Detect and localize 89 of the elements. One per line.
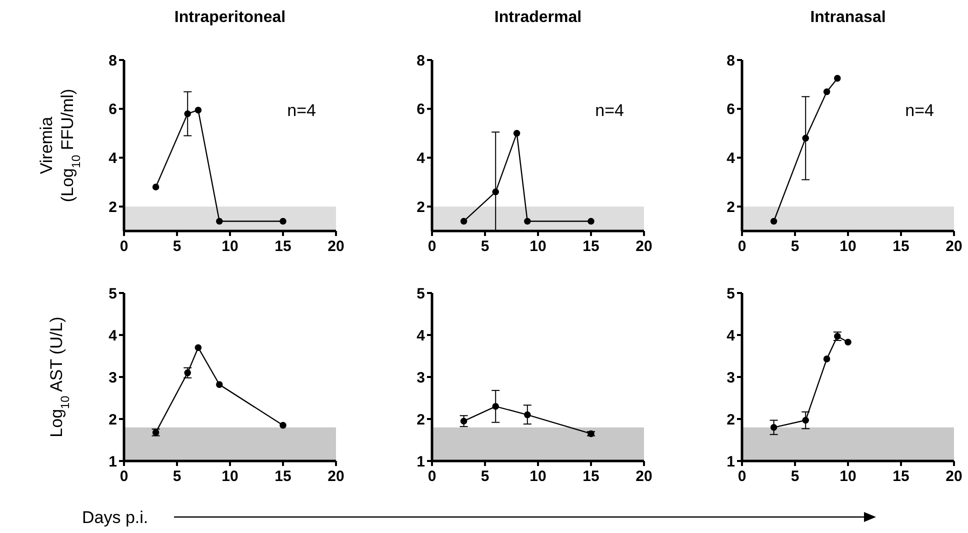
y-tick-label: 2 xyxy=(416,198,425,216)
point xyxy=(184,110,191,118)
y-tick-label: 8 xyxy=(726,52,735,70)
point xyxy=(460,218,468,225)
x-tick-label: 0 xyxy=(738,468,746,485)
point xyxy=(770,424,778,431)
annotation: n=4 xyxy=(595,101,624,120)
x-tick-label: 20 xyxy=(328,468,344,485)
y-tick-label: 6 xyxy=(108,101,117,118)
x-tick-label: 5 xyxy=(172,468,182,485)
point xyxy=(844,338,852,346)
y-tick-label: 2 xyxy=(726,198,735,216)
y-tick-label: 4 xyxy=(416,327,426,344)
y-tick-label: 4 xyxy=(108,327,118,344)
y-tick-label: 8 xyxy=(416,52,425,70)
x-tick-label: 10 xyxy=(530,238,546,255)
point xyxy=(194,344,202,351)
y-tick-label: 6 xyxy=(416,101,425,118)
point xyxy=(216,381,223,388)
y-tick-label: 5 xyxy=(108,285,117,302)
point xyxy=(770,218,778,225)
x-tick-label: 15 xyxy=(274,468,292,485)
chart-title: Intradermal xyxy=(494,9,582,26)
x-tick-label: 5 xyxy=(480,468,490,485)
x-tick-label: 10 xyxy=(222,468,238,485)
point xyxy=(492,403,499,410)
chart-title: Intranasal xyxy=(810,9,886,26)
x-tick-label: 0 xyxy=(428,238,436,255)
point xyxy=(834,74,841,82)
point xyxy=(460,418,468,424)
y-tick-label: 4 xyxy=(108,150,118,167)
y-tick-label: 2 xyxy=(416,411,425,428)
x-tick-label: 10 xyxy=(840,468,856,485)
point xyxy=(513,130,520,137)
y-tick-label: 3 xyxy=(108,369,117,386)
point xyxy=(802,416,809,424)
x-tick-label: 5 xyxy=(790,238,800,255)
y-tick-label: 5 xyxy=(726,285,735,302)
x-tick-label: 15 xyxy=(582,468,600,485)
x-tick-label: 15 xyxy=(582,238,600,255)
x-tick-label: 15 xyxy=(892,238,910,255)
x-tick-label: 10 xyxy=(840,238,856,255)
y-tick-label: 2 xyxy=(108,411,117,428)
point xyxy=(524,218,531,225)
x-tick-label: 0 xyxy=(428,468,436,485)
y-tick-label: 2 xyxy=(108,198,117,216)
y-tick-label: 3 xyxy=(416,369,425,386)
x-tick-label: 5 xyxy=(172,238,182,255)
x-axis-title: Days p.i. xyxy=(82,508,148,527)
y-tick-label: 3 xyxy=(726,369,735,386)
x-tick-label: 15 xyxy=(892,468,910,485)
point xyxy=(524,411,531,418)
x-tick-label: 20 xyxy=(636,238,652,255)
point xyxy=(216,218,223,225)
x-tick-label: 10 xyxy=(530,468,546,485)
point xyxy=(280,218,286,225)
point xyxy=(280,422,286,429)
x-tick-label: 0 xyxy=(120,468,128,485)
annotation: n=4 xyxy=(905,101,934,120)
y-tick-label: 1 xyxy=(108,453,117,470)
x-tick-label: 10 xyxy=(222,238,238,255)
y-tick-label: 1 xyxy=(726,453,735,470)
x-tick-label: 20 xyxy=(946,468,962,485)
point xyxy=(588,218,594,225)
y-tick-label: 5 xyxy=(416,285,425,302)
x-tick-label: 20 xyxy=(328,238,344,255)
x-tick-label: 15 xyxy=(274,238,292,255)
y-tick-label: 4 xyxy=(726,327,736,344)
point xyxy=(194,106,202,114)
point xyxy=(492,188,499,196)
x-tick-label: 5 xyxy=(480,238,490,255)
point xyxy=(802,134,809,142)
x-tick-label: 0 xyxy=(738,238,746,255)
y-tick-label: 4 xyxy=(726,150,736,167)
chart-title: Intraperitoneal xyxy=(174,9,286,26)
x-tick-label: 0 xyxy=(120,238,128,255)
x-tick-label: 5 xyxy=(790,468,800,485)
point xyxy=(823,88,830,96)
point xyxy=(184,369,191,376)
y-tick-label: 8 xyxy=(108,52,117,70)
x-tick-label: 20 xyxy=(636,468,652,485)
y-tick-label: 6 xyxy=(726,101,735,118)
point xyxy=(823,356,830,362)
y-tick-label: 4 xyxy=(416,150,426,167)
x-tick-label: 20 xyxy=(946,238,962,255)
annotation: n=4 xyxy=(287,101,316,120)
y-tick-label: 2 xyxy=(726,411,735,428)
point xyxy=(152,184,160,190)
y-tick-label: 1 xyxy=(416,453,425,470)
